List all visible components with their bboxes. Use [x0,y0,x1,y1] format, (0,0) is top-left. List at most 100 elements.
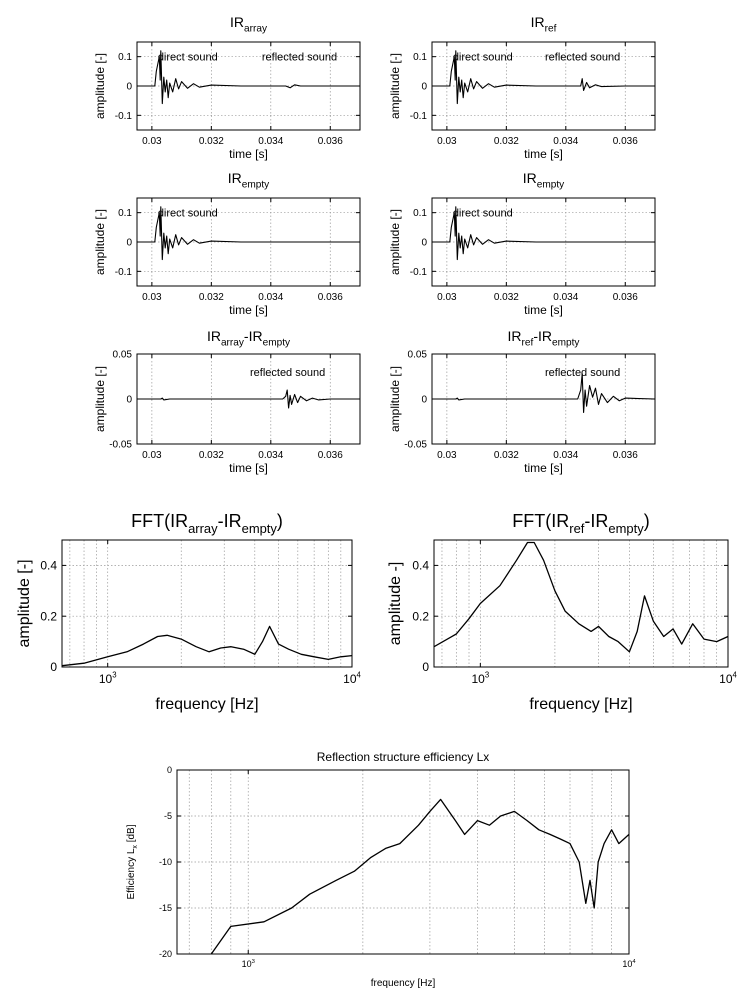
y-tick-label: 0 [421,395,427,406]
series-line [210,798,629,954]
x-tick-label: 0.032 [199,292,224,303]
chart-panel-2: 0.03 0.032 0.034 0.036 -0.1 0 0.1 time [s] ampli… [388,14,656,161]
annotation: direct sound [453,52,513,64]
chart-panel-3: 0.03 0.032 0.034 0.036 -0.1 0 0.1 time [s] ampli… [93,170,361,317]
y-tick-label: 0 [422,660,429,674]
y-tick-label: 0 [421,238,427,249]
chart-panel-1: 0.03 0.032 0.034 0.036 -0.1 0 0.1 time [s] ampli… [93,14,361,161]
x-tick-label: 0.032 [199,136,224,147]
plot-frame [61,539,353,668]
x-axis-label: frequency [Hz] [155,696,258,713]
chart-panel-5: 0.03 0.032 0.034 0.036 -0.05 0 0.05 time [s] amp… [93,328,361,475]
x-tick-label: 0.034 [258,292,283,303]
chart-title: IRarray [230,14,268,34]
y-axis-label: amplitude [-] [388,366,402,432]
y-tick-label: 0 [421,82,427,93]
x-tick-label: 0.036 [318,450,343,461]
y-tick-label: -0.1 [410,267,428,278]
x-tick-label: 0.03 [437,450,457,461]
chart-title: IRref [531,14,557,34]
y-tick-label: -0.05 [404,440,427,451]
x-tick-label: 0.03 [437,292,457,303]
x-tick-label: 0.036 [613,292,638,303]
y-tick-label: -10 [159,857,172,867]
y-tick-label: -5 [164,811,172,821]
x-tick-label: 0.036 [318,292,343,303]
x-tick-label: 103 [242,959,255,969]
x-tick-label: 104 [719,671,737,686]
x-tick-label: 0.032 [199,450,224,461]
x-tick-label: 0.03 [142,450,162,461]
y-axis-label: amplitude [-] [16,559,33,647]
y-tick-label: 0 [126,82,132,93]
annotation: direct sound [453,208,513,220]
x-tick-label: 0.034 [553,292,578,303]
x-axis-label: time [s] [524,147,563,161]
series-line [434,541,728,653]
series-line [62,625,352,667]
y-tick-label: 0.05 [113,350,133,361]
x-tick-label: 0.034 [553,136,578,147]
x-tick-label: 0.034 [258,136,283,147]
x-axis-label: frequency [Hz] [529,696,632,713]
series-line [137,50,360,105]
x-tick-label: 0.03 [142,292,162,303]
chart-panel-4: 0.03 0.032 0.034 0.036 -0.1 0 0.1 time [s] ampli… [388,170,656,317]
y-tick-label: 0 [126,238,132,249]
x-tick-label: 104 [343,671,361,686]
x-tick-label: 0.032 [494,450,519,461]
x-tick-label: 0.034 [258,450,283,461]
series-line [137,206,360,261]
chart-title: IRarray-IRempty [207,328,291,348]
x-tick-label: 0.034 [553,450,578,461]
x-tick-label: 0.036 [613,136,638,147]
annotation: reflected sound [250,367,325,379]
chart-panel-6: 0.03 0.032 0.034 0.036 -0.05 0 0.05 time [s] amp… [388,328,656,475]
y-tick-label: 0 [50,660,57,674]
series-line [432,50,655,105]
x-axis-label: time [s] [229,147,268,161]
annotation: reflected sound [262,52,337,64]
x-tick-label: 104 [622,959,636,969]
y-tick-label: 0.1 [118,208,132,219]
y-tick-label: 0.05 [408,350,428,361]
y-tick-label: 0 [126,395,132,406]
x-tick-label: 0.03 [437,136,457,147]
chart-title: FFT(IRref-IRempty) [512,511,649,536]
series-line [432,206,655,261]
y-axis-label: amplitude [-] [93,53,107,119]
x-tick-label: 0.032 [494,292,519,303]
chart-title: FFT(IRarray-IRempty) [131,511,283,536]
chart-panel-8: 103 104 0 0.2 0.4 frequency [Hz] amplitude -] F… [387,511,738,713]
y-axis-label: amplitude [-] [93,366,107,432]
chart-panel-7: 103 104 0 0.2 0.4 frequency [Hz] amplitude [-]… [16,511,362,713]
y-tick-label: 0.4 [412,559,429,573]
y-tick-label: -0.1 [410,111,428,122]
y-tick-label: 0.1 [413,52,427,63]
y-axis-label: amplitude [-] [388,53,402,119]
y-tick-label: -0.1 [115,267,133,278]
y-axis-label: amplitude [-] [93,209,107,275]
x-axis-label: time [s] [524,461,563,475]
x-axis-label: time [s] [229,461,268,475]
y-tick-label: -20 [159,949,172,959]
y-tick-label: -0.05 [109,440,132,451]
x-tick-label: 103 [99,671,117,686]
x-axis-label: frequency [Hz] [371,978,436,989]
y-tick-label: 0.2 [412,609,429,623]
y-tick-label: -0.1 [115,111,133,122]
y-axis-label: Efficiency Lx [dB] [126,824,139,899]
y-axis-label: amplitude -] [387,562,404,646]
y-tick-label: -15 [159,903,172,913]
x-tick-label: 0.03 [142,136,162,147]
annotation: direct sound [158,52,218,64]
y-axis-label: amplitude [-] [388,209,402,275]
chart-title: IRref-IRempty [508,328,581,348]
annotation: reflected sound [545,367,620,379]
chart-title: Reflection structure efficiency Lx [317,750,490,764]
x-tick-label: 0.036 [613,450,638,461]
y-tick-label: 0.4 [40,559,57,573]
x-tick-label: 103 [471,671,489,686]
y-tick-label: 0.1 [413,208,427,219]
